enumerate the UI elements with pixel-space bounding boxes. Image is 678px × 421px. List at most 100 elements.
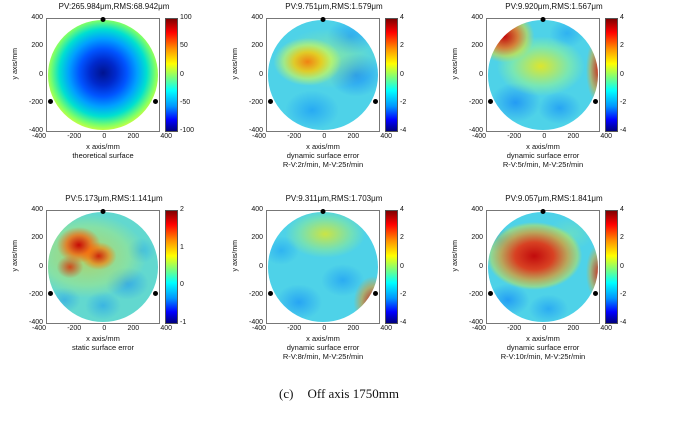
marker-dot <box>153 98 158 104</box>
marker-dot <box>153 290 158 296</box>
tick-label: -4 <box>620 127 627 134</box>
tick-label: -200 <box>468 290 483 298</box>
tick-label: -2 <box>620 290 627 298</box>
plot-subcaption: R-V:8r/min, M-V:25r/min <box>282 352 364 361</box>
tick-label: 200 <box>31 42 43 50</box>
surface-map <box>268 212 378 322</box>
tick-label: 200 <box>127 133 140 140</box>
marker-dot <box>320 17 326 22</box>
plot-title: PV:9.920μm,RMS:1.567μm <box>505 2 603 11</box>
tick-label: 0 <box>180 70 184 78</box>
tick-label: 4 <box>400 206 404 213</box>
marker-dot <box>268 98 273 104</box>
x-tick-labels: -400 -200 0 200 400 <box>32 325 172 332</box>
tick-label: 4 <box>620 14 624 21</box>
tick-label: 4 <box>400 14 404 21</box>
tick-label: -400 <box>252 133 267 140</box>
tick-label: -200 <box>28 98 43 106</box>
colorbar <box>165 18 178 132</box>
subplot-theoretical-surface: PV:265.984μm,RMS:68.942μm y axis/mm 400 … <box>10 2 215 174</box>
x-axis-label: x axis/mm <box>86 142 120 151</box>
tick-label: 400 <box>600 325 612 332</box>
colorbar <box>165 210 178 324</box>
tick-label: 0 <box>542 325 547 332</box>
heatmap-plot <box>486 17 600 132</box>
figure-caption-text: Off axis 1750mm <box>307 386 399 401</box>
tick-label: 400 <box>380 133 392 140</box>
x-axis-label: x axis/mm <box>86 334 120 343</box>
plot-subcaption: R-V:10r/min, M-V:25r/min <box>500 352 586 361</box>
tick-label: 200 <box>471 234 483 242</box>
tick-label: -200 <box>248 98 263 106</box>
tick-label: 0 <box>39 262 43 270</box>
tick-label: 0 <box>620 262 624 270</box>
tick-label: -400 <box>252 325 267 332</box>
plot-subcaption: R-V:5r/min, M-V:25r/min <box>502 160 584 169</box>
marker-dot <box>540 17 546 22</box>
tick-label: 400 <box>31 14 43 21</box>
heatmap-plot <box>46 17 160 132</box>
tick-label: 0 <box>322 325 327 332</box>
plot-caption: theoretical surface <box>72 151 134 160</box>
tick-label: 0 <box>620 70 624 78</box>
y-tick-labels: 400 200 0 -200 -400 <box>244 206 263 326</box>
tick-label: 400 <box>600 133 612 140</box>
marker-dot <box>373 290 378 296</box>
x-axis-label: x axis/mm <box>306 142 340 151</box>
tick-label: -50 <box>180 98 191 106</box>
x-axis-label: x axis/mm <box>306 334 340 343</box>
y-axis-label: y axis/mm <box>232 240 239 272</box>
tick-label: -400 <box>28 127 43 134</box>
tick-label: 400 <box>31 206 43 213</box>
marker-dot <box>100 17 106 22</box>
tick-label: 400 <box>471 206 483 213</box>
tick-label: 200 <box>347 325 360 332</box>
tick-label: 100 <box>180 14 192 21</box>
colorbar <box>605 210 618 324</box>
tick-label: 400 <box>160 133 172 140</box>
tick-label: -2 <box>400 290 407 298</box>
plot-subcaption: R-V:2r/min, M-V:25r/min <box>282 160 364 169</box>
y-tick-labels: 400 200 0 -200 -400 <box>464 14 483 134</box>
tick-label: 1 <box>180 243 184 251</box>
tick-label: 0 <box>400 70 404 78</box>
x-tick-labels: -400 -200 0 200 400 <box>472 325 612 332</box>
tick-label: -2 <box>620 98 627 106</box>
tick-label: 400 <box>251 206 263 213</box>
tick-label: 0 <box>259 262 263 270</box>
plot-title: PV:265.984μm,RMS:68.942μm <box>58 2 170 11</box>
tick-label: -200 <box>287 133 302 140</box>
tick-label: 50 <box>180 42 188 50</box>
tick-label: -4 <box>400 127 407 134</box>
colorbar <box>385 210 398 324</box>
subplot-dynamic-error-10rmin: PV:9.057μm,RMS:1.841μm y axis/mm 400 200… <box>450 194 655 366</box>
figure-caption-label: (c) <box>279 386 294 401</box>
tick-label: 400 <box>160 325 172 332</box>
tick-label: -400 <box>472 325 487 332</box>
tick-label: -200 <box>248 290 263 298</box>
surface-map <box>48 212 158 322</box>
marker-dot <box>373 98 378 104</box>
colorbar-tick-labels: 100 50 0 -50 -100 <box>180 14 202 134</box>
marker-dot <box>488 290 493 296</box>
plot-title: PV:9.057μm,RMS:1.841μm <box>505 194 603 203</box>
subplot-static-error: PV:5.173μm,RMS:1.141μm y axis/mm 400 200… <box>10 194 215 366</box>
tick-label: -200 <box>67 133 82 140</box>
tick-label: -400 <box>468 127 483 134</box>
tick-label: 0 <box>180 281 184 289</box>
tick-label: 200 <box>471 42 483 50</box>
colorbar-tick-labels: 4 2 0 -2 -4 <box>400 14 422 134</box>
x-tick-labels: -400 -200 0 200 400 <box>252 325 392 332</box>
heatmap-plot <box>266 209 380 324</box>
y-tick-labels: 400 200 0 -200 -400 <box>24 206 43 326</box>
colorbar <box>385 18 398 132</box>
x-axis-label: x axis/mm <box>526 334 560 343</box>
marker-dot <box>540 209 546 214</box>
tick-label: -100 <box>180 127 195 134</box>
plot-title: PV:9.751μm,RMS:1.579μm <box>285 2 383 11</box>
tick-label: 2 <box>400 234 404 242</box>
marker-dot <box>48 290 53 296</box>
tick-label: -400 <box>472 133 487 140</box>
y-tick-labels: 400 200 0 -200 -400 <box>244 14 263 134</box>
tick-label: 200 <box>127 325 140 332</box>
